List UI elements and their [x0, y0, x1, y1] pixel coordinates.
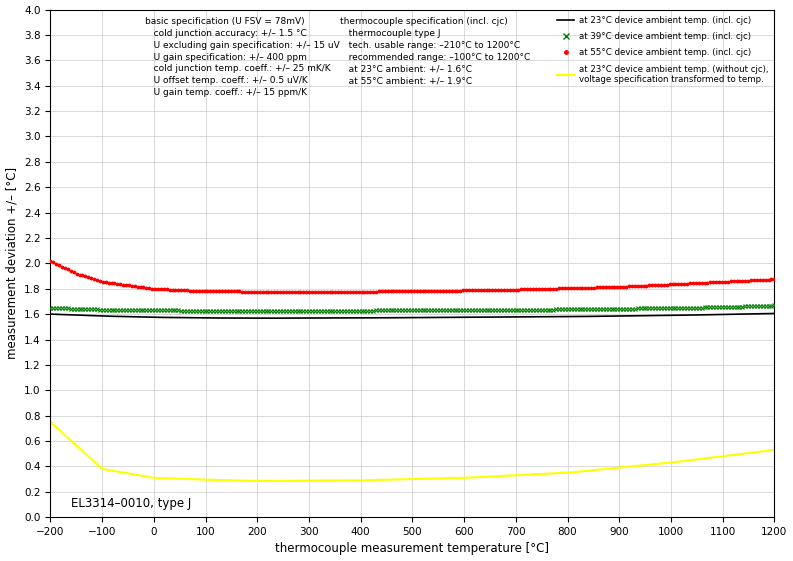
Y-axis label: measurement deviation +/– [°C]: measurement deviation +/– [°C]	[6, 167, 18, 360]
Text: thermocouple specification (incl. cjc)
   thermocouple type J
   tech. usable ra: thermocouple specification (incl. cjc) t…	[340, 17, 531, 85]
Text: EL3314–0010, type J: EL3314–0010, type J	[71, 496, 191, 509]
X-axis label: thermocouple measurement temperature [°C]: thermocouple measurement temperature [°C…	[275, 542, 550, 555]
Legend: at 23°C device ambient temp. (incl. cjc), at 39°C device ambient temp. (incl. cj: at 23°C device ambient temp. (incl. cjc)…	[554, 12, 772, 88]
Text: basic specification (U FSV = 78mV)
   cold junction accuracy: +/– 1.5 °C
   U ex: basic specification (U FSV = 78mV) cold …	[144, 17, 339, 97]
